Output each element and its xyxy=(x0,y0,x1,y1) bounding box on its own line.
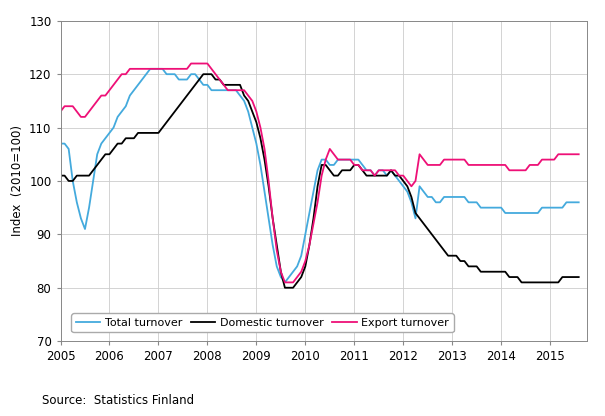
Total turnover xyxy=(188,72,195,77)
Total turnover xyxy=(575,200,583,205)
Line: Domestic turnover: Domestic turnover xyxy=(60,74,579,288)
Text: Source:  Statistics Finland: Source: Statistics Finland xyxy=(42,394,194,406)
Domestic turnover xyxy=(510,275,517,280)
Export turnover xyxy=(575,152,583,157)
Legend: Total turnover, Domestic turnover, Export turnover: Total turnover, Domestic turnover, Expor… xyxy=(71,314,454,332)
Domestic turnover xyxy=(273,243,280,248)
Domestic turnover xyxy=(335,173,342,178)
Export turnover xyxy=(183,67,191,72)
Export turnover xyxy=(559,152,566,157)
Total turnover xyxy=(335,157,342,162)
Export turnover xyxy=(273,248,280,253)
Line: Total turnover: Total turnover xyxy=(60,69,579,282)
Total turnover xyxy=(559,205,566,210)
Total turnover xyxy=(57,141,64,146)
Total turnover xyxy=(253,141,260,146)
Y-axis label: Index  (2010=100): Index (2010=100) xyxy=(10,126,24,236)
Domestic turnover xyxy=(281,285,289,290)
Domestic turnover xyxy=(200,72,207,77)
Export turnover xyxy=(281,280,289,285)
Line: Export turnover: Export turnover xyxy=(60,64,579,282)
Domestic turnover xyxy=(253,120,260,125)
Export turnover xyxy=(188,61,195,66)
Domestic turnover xyxy=(559,275,566,280)
Domestic turnover xyxy=(575,275,583,280)
Export turnover xyxy=(510,168,517,173)
Total turnover xyxy=(146,67,154,72)
Domestic turnover xyxy=(57,173,64,178)
Total turnover xyxy=(281,280,289,285)
Total turnover xyxy=(510,210,517,215)
Export turnover xyxy=(335,157,342,162)
Total turnover xyxy=(273,264,280,269)
Domestic turnover xyxy=(183,93,191,98)
Export turnover xyxy=(57,109,64,114)
Export turnover xyxy=(253,109,260,114)
